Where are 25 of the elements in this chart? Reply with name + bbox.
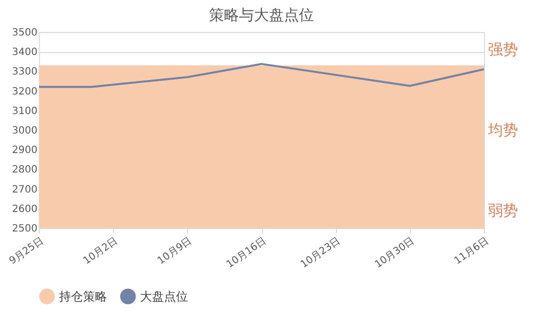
y-tick-label: 2700 [12, 184, 38, 196]
text: 强势 [488, 40, 518, 59]
chart-title: 策略与大盘点位 [209, 6, 314, 24]
text: 均势 [487, 121, 518, 139]
y-tick-label: 3300 [12, 66, 38, 78]
y-tick-label: 2600 [12, 204, 38, 215]
line-series [38, 62, 485, 88]
legend-label: 大盘点位 [140, 289, 188, 304]
y-tick-label: 2800 [12, 164, 38, 176]
y-tick-label: 3500 [12, 28, 38, 38]
x-tick-label: 10月16日 [224, 236, 268, 271]
legend-label: 持仓策略 [59, 289, 107, 304]
y-tick-label: 3200 [12, 86, 38, 98]
x-tick-label: 9月25日 [7, 236, 46, 267]
x-tick-label: 11月6日 [452, 236, 491, 267]
y-tick-label: 3000 [12, 126, 38, 136]
y-tick-label: 2500 [12, 224, 38, 234]
x-tick-label: 10月9日 [156, 236, 194, 267]
x-tick-label: 10月2日 [82, 236, 120, 267]
y-tick-label: 3100 [12, 106, 38, 117]
y-tick-label: 3400 [12, 47, 38, 58]
text: 弱势 [488, 201, 518, 220]
y-tick-label: 2900 [12, 145, 38, 156]
x-tick-label: 10月23日 [298, 236, 342, 271]
x-tick-label: 10月30日 [373, 236, 417, 271]
